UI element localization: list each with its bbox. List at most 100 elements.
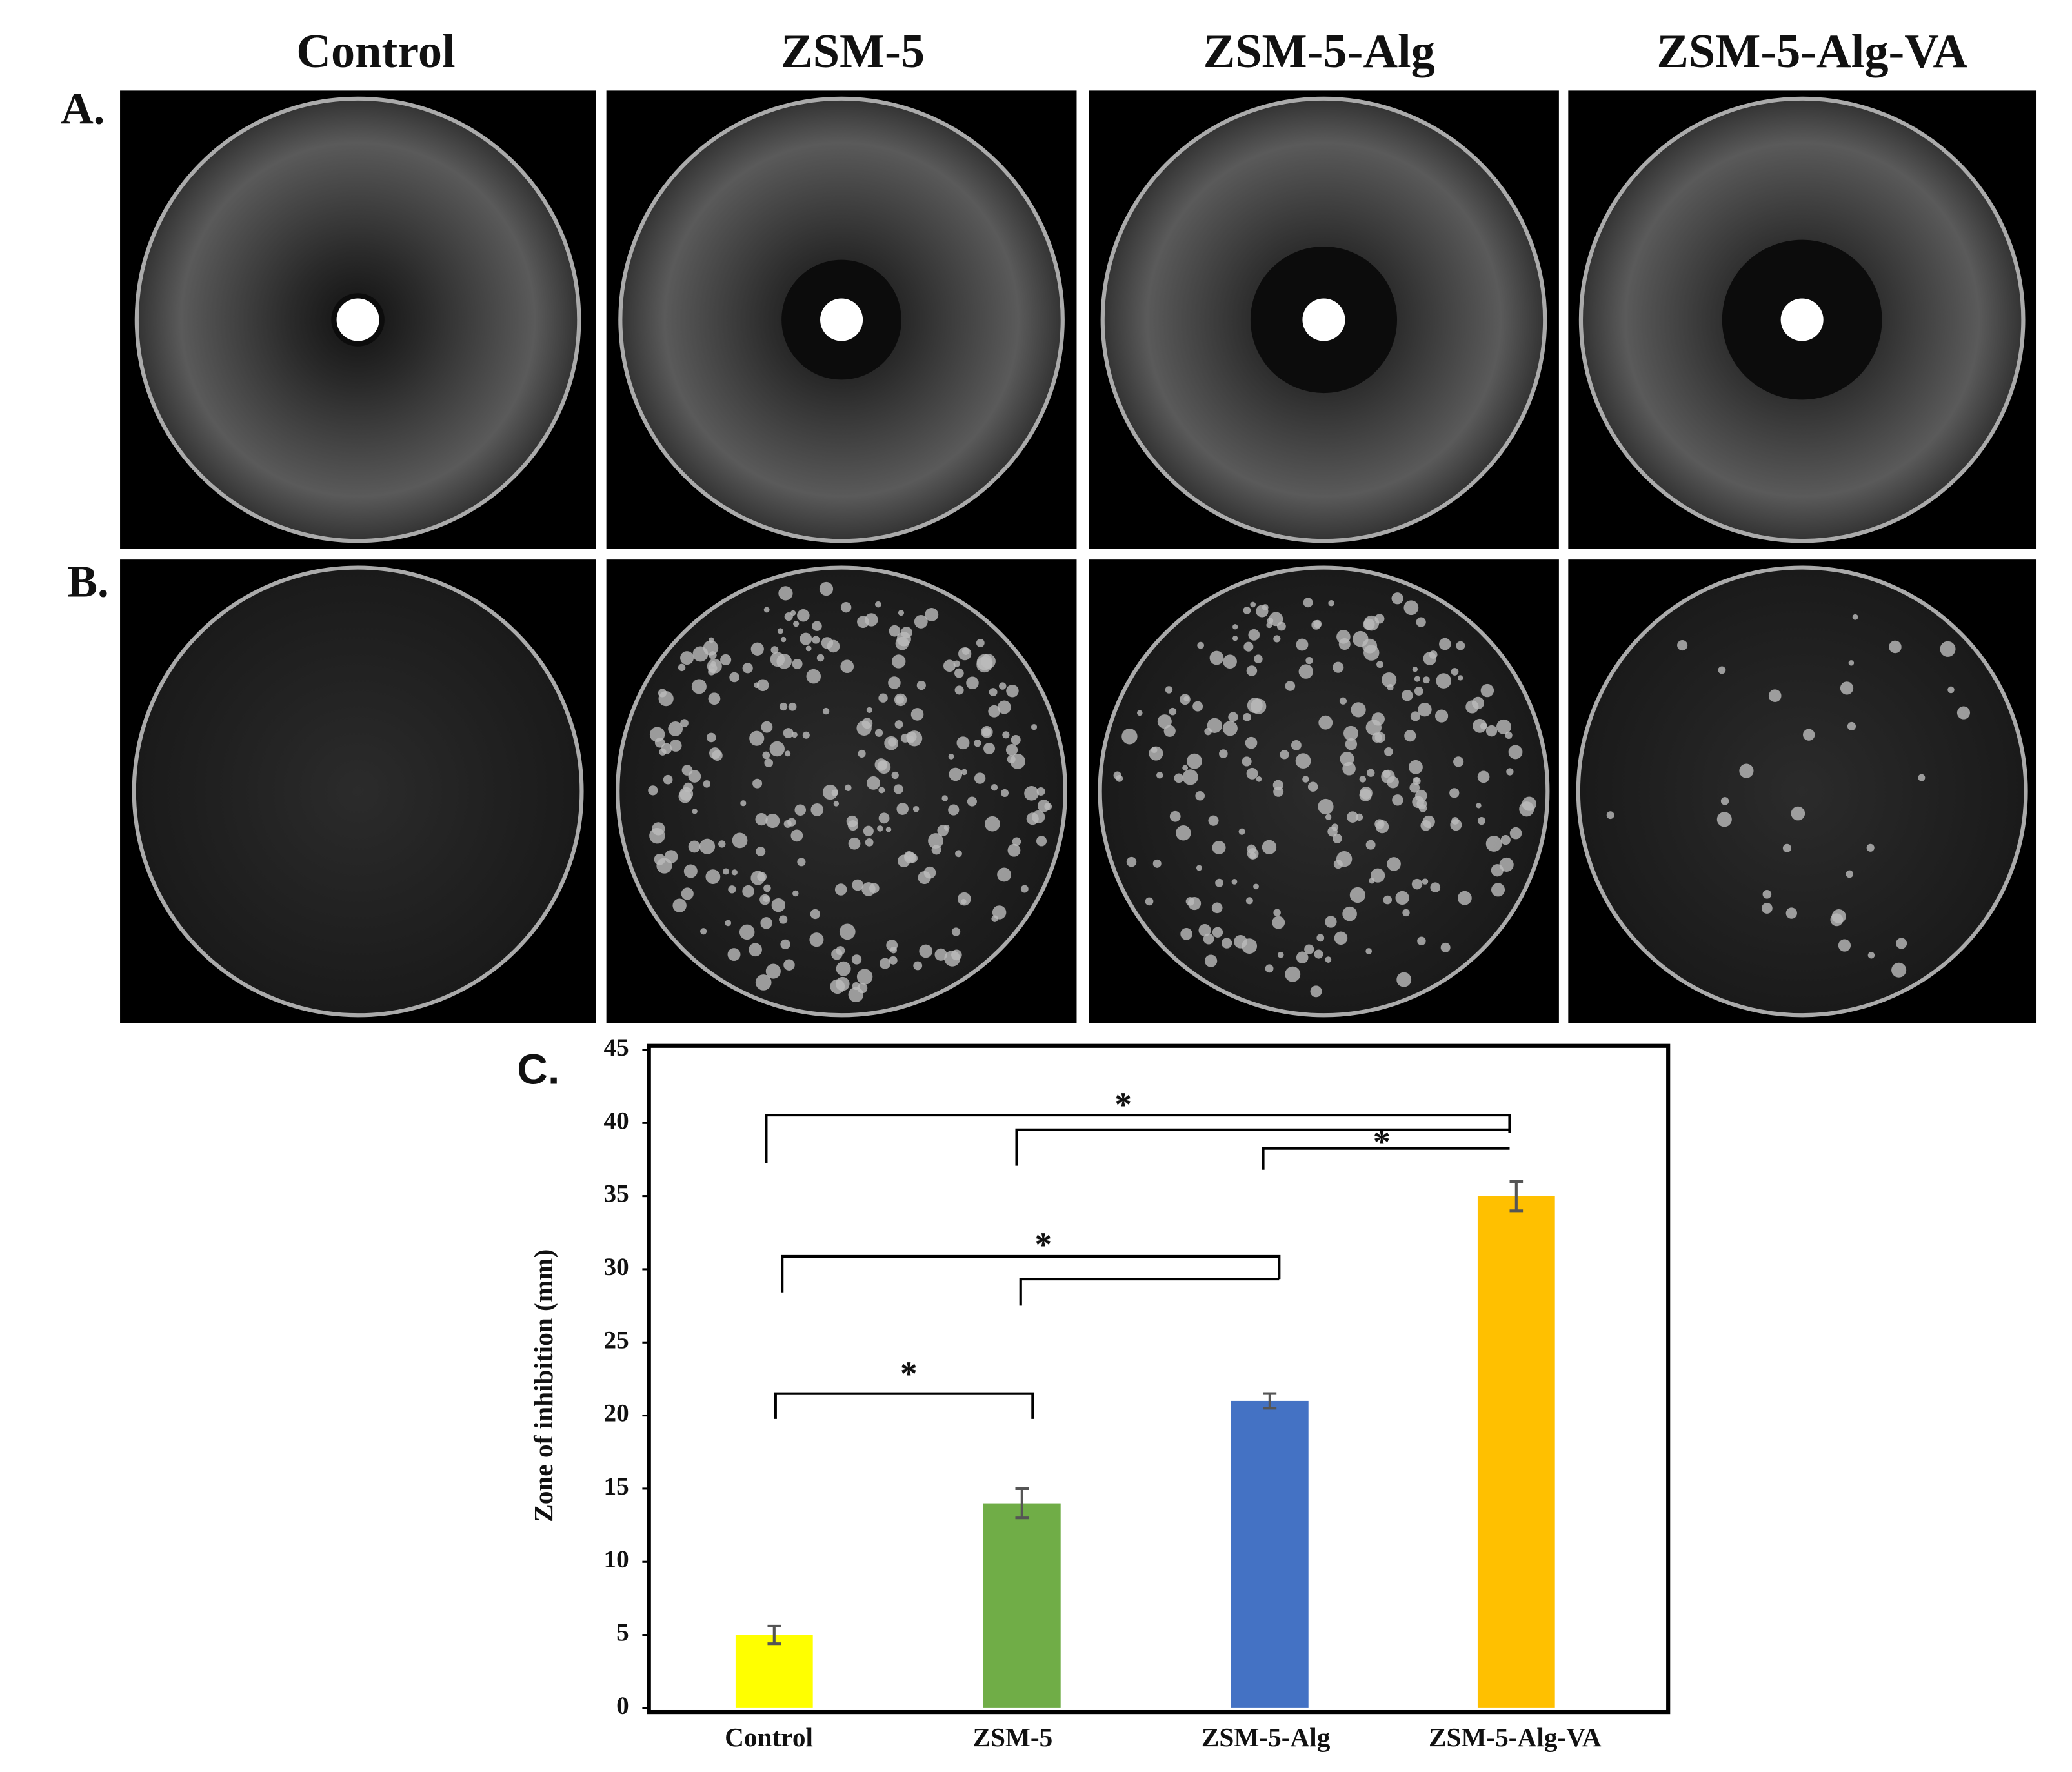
colony	[692, 646, 709, 662]
colony	[822, 707, 830, 715]
colony	[1250, 601, 1256, 608]
colony	[953, 660, 960, 667]
colony	[1383, 895, 1393, 905]
colony	[1209, 650, 1224, 665]
colony	[1477, 770, 1490, 783]
colony	[1477, 816, 1486, 825]
colony	[1768, 689, 1782, 703]
colony	[691, 679, 707, 694]
colony	[709, 747, 721, 760]
colony	[891, 771, 899, 780]
colony	[783, 959, 795, 971]
colony	[761, 721, 773, 733]
colony	[1145, 897, 1154, 906]
colony	[906, 731, 917, 742]
colony	[1036, 787, 1045, 796]
colony	[763, 884, 771, 892]
colony	[1152, 859, 1162, 868]
colony	[1126, 856, 1137, 867]
colony	[956, 736, 970, 750]
colony	[1247, 844, 1256, 854]
colony	[877, 760, 891, 774]
colony	[1310, 985, 1322, 998]
colony	[1374, 819, 1385, 829]
colony	[1305, 656, 1313, 665]
colony	[1296, 951, 1309, 964]
colony	[1677, 639, 1688, 651]
colony	[1418, 804, 1427, 812]
colony	[1327, 826, 1338, 837]
colony	[1036, 836, 1047, 847]
colony	[708, 692, 721, 705]
colony	[1245, 736, 1258, 749]
y-tick-label: 5	[616, 1619, 629, 1647]
colony	[1187, 753, 1202, 769]
column-header: ZSM-5-Alg	[1203, 25, 1435, 78]
significance-bracket	[1015, 1128, 1510, 1166]
colony	[1440, 942, 1451, 952]
colony	[1000, 789, 1009, 797]
colony	[1176, 825, 1191, 841]
colony	[1183, 696, 1189, 702]
colony	[896, 803, 909, 815]
disc	[820, 298, 863, 341]
colony	[1037, 800, 1051, 812]
error-bar	[1015, 1487, 1029, 1520]
colony	[1848, 660, 1855, 666]
colony	[1496, 719, 1511, 734]
colony	[649, 727, 665, 742]
colony	[1011, 734, 1021, 745]
colony	[1165, 686, 1173, 694]
colony	[681, 765, 693, 776]
colony	[710, 661, 716, 667]
x-tick-label: Control	[725, 1722, 813, 1752]
colony	[1918, 774, 1926, 781]
colony	[1351, 702, 1366, 718]
colony	[874, 729, 883, 737]
petri-dish	[1098, 565, 1550, 1018]
colony	[892, 654, 906, 669]
colony	[1203, 933, 1214, 945]
colony	[1277, 951, 1284, 958]
colony	[763, 895, 770, 902]
colony	[1192, 701, 1203, 712]
colony	[983, 742, 995, 754]
colony	[1439, 638, 1451, 650]
colony	[812, 621, 822, 631]
colony	[1211, 902, 1223, 914]
colony	[1280, 750, 1289, 760]
colony	[1137, 710, 1143, 716]
colony	[708, 668, 716, 676]
y-tick-label: 10	[604, 1545, 629, 1573]
petri-dish	[1576, 565, 2028, 1018]
y-axis-title: Zone of inhibition (mm)	[528, 1249, 559, 1522]
colony	[894, 693, 907, 707]
colony	[821, 637, 834, 649]
colony	[1889, 640, 1902, 654]
colony	[1374, 732, 1386, 743]
colony	[1343, 725, 1358, 741]
colony	[1473, 718, 1487, 733]
colony	[1232, 624, 1238, 630]
colony	[800, 632, 812, 645]
colony	[718, 840, 726, 848]
colony	[1395, 891, 1409, 905]
colony	[749, 730, 765, 746]
colony	[1222, 721, 1238, 736]
photo-grid	[120, 90, 2037, 1023]
colony	[1522, 796, 1536, 811]
colony	[1409, 782, 1420, 793]
colony	[955, 850, 962, 858]
colony	[830, 979, 845, 994]
colony	[1246, 665, 1258, 676]
colony	[1262, 840, 1277, 854]
colony	[898, 610, 905, 616]
colony	[669, 740, 682, 752]
colony	[756, 847, 766, 856]
colony	[957, 892, 971, 906]
colony	[1485, 725, 1498, 737]
colony	[991, 784, 998, 791]
colony	[1402, 690, 1413, 701]
colony	[1420, 820, 1432, 831]
